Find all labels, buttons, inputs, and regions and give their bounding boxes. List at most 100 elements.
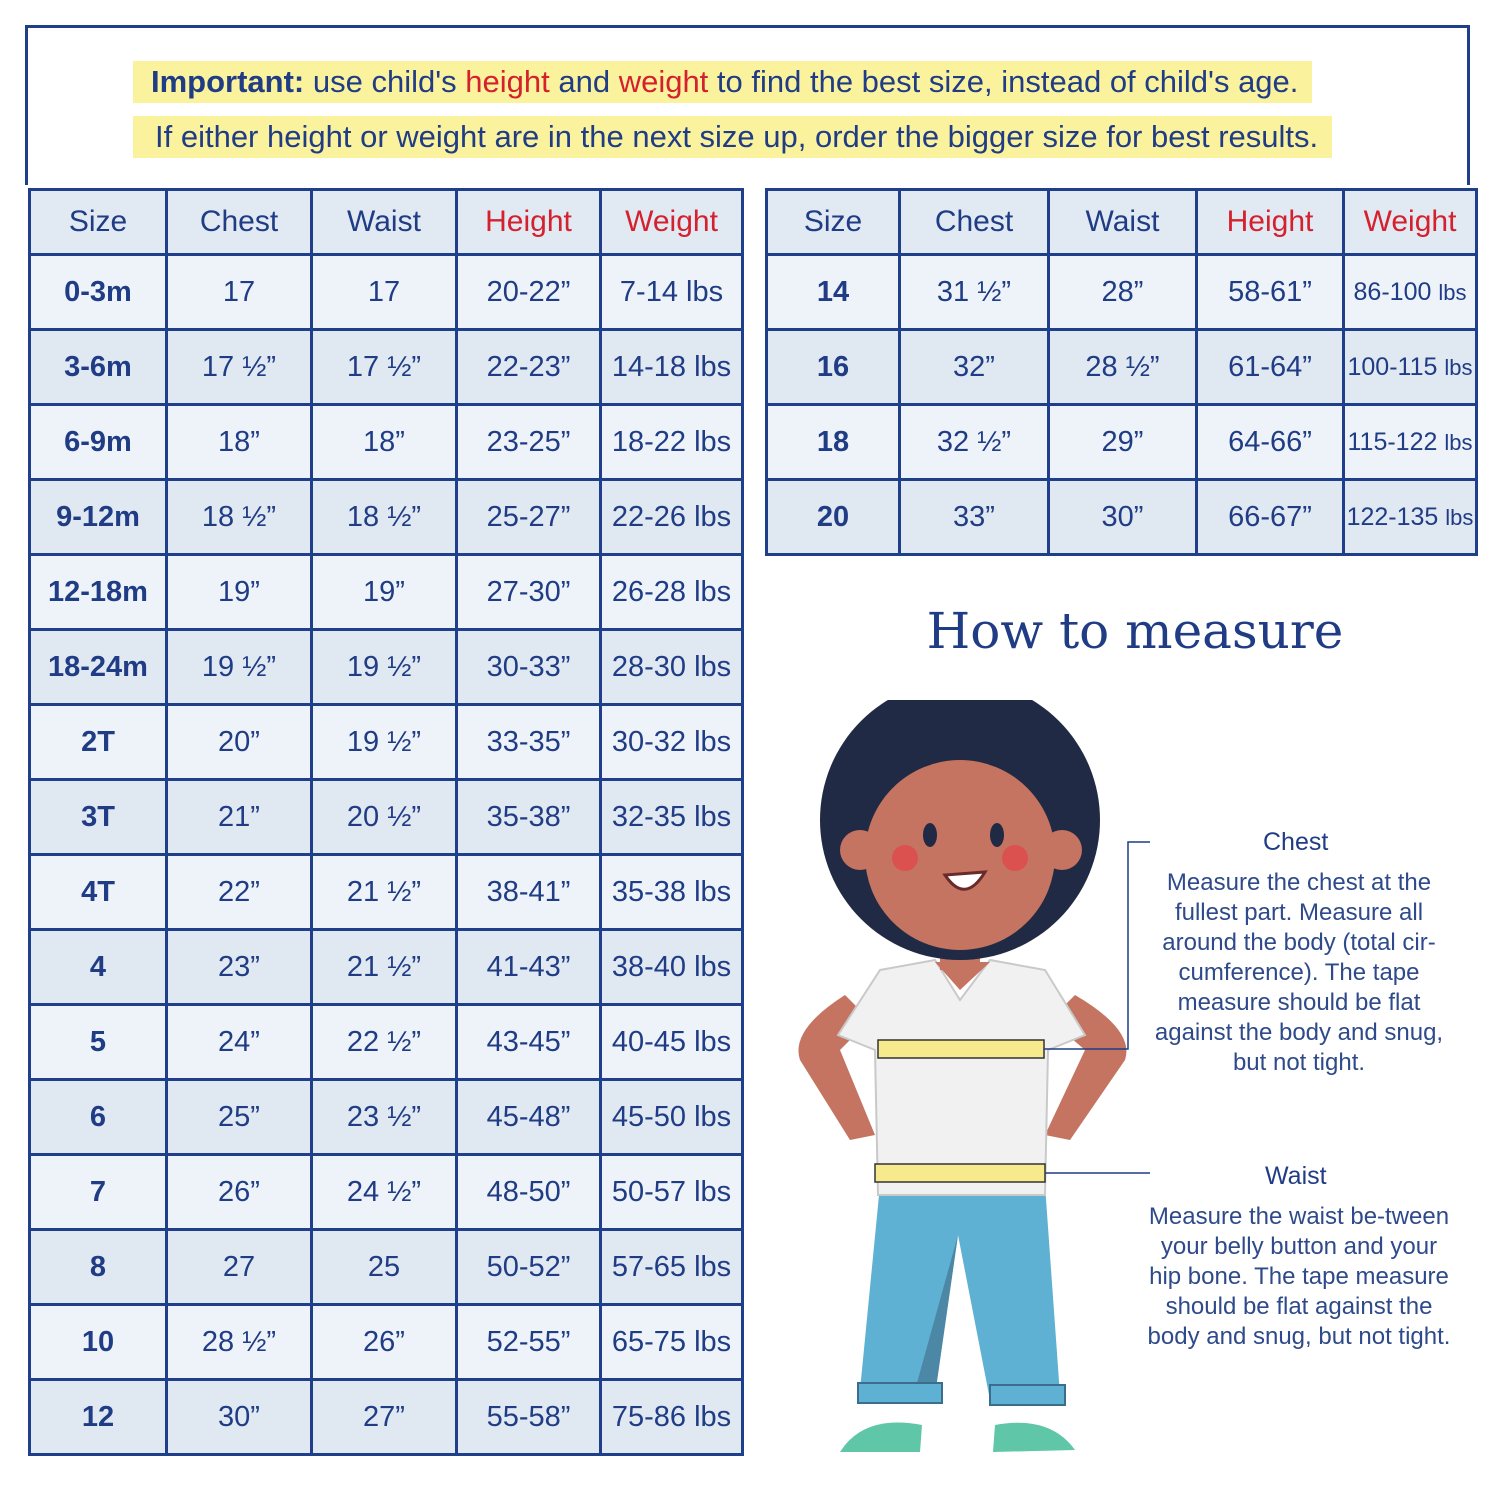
cell-weight: 45-50 lbs — [599, 1078, 744, 1156]
cell-weight: 65-75 lbs — [599, 1303, 744, 1381]
cell-waist: 18” — [310, 403, 458, 481]
cell-waist: 28” — [1047, 253, 1198, 331]
cell-chest: 26” — [165, 1153, 313, 1231]
size-row: 12-18m 19” 19” 27-30” 26-28 lbs — [28, 553, 744, 631]
cell-chest: 24” — [165, 1003, 313, 1081]
chest-label: Chest — [1263, 828, 1329, 856]
cell-waist: 19 ½” — [310, 628, 458, 706]
size-row: 0-3m 17 17 20-22” 7-14 lbs — [28, 253, 744, 331]
cell-chest: 18 ½” — [165, 478, 313, 556]
weight-value: 122-135 — [1346, 502, 1439, 531]
cell-size: 16 — [765, 328, 901, 406]
size-row: 18 32 ½” 29” 64-66” 115-122 lbs — [765, 403, 1478, 481]
header-chest: Chest — [898, 188, 1050, 256]
size-row: 6 25” 23 ½” 45-48” 45-50 lbs — [28, 1078, 744, 1156]
cell-chest: 18” — [165, 403, 313, 481]
cell-height: 41-43” — [455, 928, 602, 1006]
child-illustration — [798, 700, 1150, 1452]
cell-weight: 30-32 lbs — [599, 703, 744, 781]
cell-waist: 28 ½” — [1047, 328, 1198, 406]
cell-size: 3-6m — [28, 328, 168, 406]
cell-size: 18-24m — [28, 628, 168, 706]
cell-height: 58-61” — [1195, 253, 1345, 331]
notice-bold: Important: — [151, 64, 305, 99]
cell-weight: 28-30 lbs — [599, 628, 744, 706]
cell-size: 6 — [28, 1078, 168, 1156]
cell-size: 12-18m — [28, 553, 168, 631]
cell-weight: 14-18 lbs — [599, 328, 744, 406]
cell-height: 33-35” — [455, 703, 602, 781]
size-table-left: Size Chest Waist Height Weight 0-3m 17 17 2… — [28, 188, 744, 1456]
cell-height: 52-55” — [455, 1303, 602, 1381]
cell-size: 14 — [765, 253, 901, 331]
cell-height: 38-41” — [455, 853, 602, 931]
weight-value: 115-122 — [1347, 427, 1438, 456]
cell-height: 20-22” — [455, 253, 602, 331]
size-row: 16 32” 28 ½” 61-64” 100-115 lbs — [765, 328, 1478, 406]
notice-weight: weight — [618, 64, 709, 99]
size-row: 18-24m 19 ½” 19 ½” 30-33” 28-30 lbs — [28, 628, 744, 706]
cell-weight: 38-40 lbs — [599, 928, 744, 1006]
notice-text: to find the best size, instead of child'… — [708, 64, 1299, 99]
cell-chest: 25” — [165, 1078, 313, 1156]
chest-instructions: Measure the chest at the fullest part. M… — [1154, 869, 1444, 1076]
weight-value: 100-115 — [1347, 352, 1438, 381]
size-row: 6-9m 18” 18” 23-25” 18-22 lbs — [28, 403, 744, 481]
cell-weight: 7-14 lbs — [599, 253, 744, 331]
cell-waist: 21 ½” — [310, 853, 458, 931]
cell-height: 27-30” — [455, 553, 602, 631]
size-row: 7 26” 24 ½” 48-50” 50-57 lbs — [28, 1153, 744, 1231]
cell-height: 48-50” — [455, 1153, 602, 1231]
cell-height: 64-66” — [1195, 403, 1345, 481]
header-height: Height — [1195, 188, 1345, 256]
cell-size: 2T — [28, 703, 168, 781]
cell-size: 7 — [28, 1153, 168, 1231]
notice-line-2: If either height or weight are in the ne… — [133, 116, 1333, 158]
how-to-measure-title: How to measure — [926, 602, 1344, 660]
cell-weight: 26-28 lbs — [599, 553, 744, 631]
size-row: 4T 22” 21 ½” 38-41” 35-38 lbs — [28, 853, 744, 931]
header-waist: Waist — [310, 188, 458, 256]
cell-chest: 21” — [165, 778, 313, 856]
header-chest: Chest — [165, 188, 313, 256]
cell-waist: 25 — [310, 1228, 458, 1306]
cell-waist: 17 ½” — [310, 328, 458, 406]
cell-size: 20 — [765, 478, 901, 556]
header-height: Height — [455, 188, 602, 256]
cell-height: 55-58” — [455, 1378, 602, 1456]
cell-chest: 22” — [165, 853, 313, 931]
weight-value: 86-100 — [1353, 277, 1432, 306]
cell-height: 35-38” — [455, 778, 602, 856]
cell-chest: 27 — [165, 1228, 313, 1306]
cell-size: 5 — [28, 1003, 168, 1081]
size-row: 14 31 ½” 28” 58-61” 86-100 lbs — [765, 253, 1478, 331]
cell-height: 43-45” — [455, 1003, 602, 1081]
cell-height: 30-33” — [455, 628, 602, 706]
cell-chest: 19 ½” — [165, 628, 313, 706]
cell-size: 4 — [28, 928, 168, 1006]
cell-height: 22-23” — [455, 328, 602, 406]
weight-unit: lbs — [1444, 354, 1473, 380]
waist-label: Waist — [1265, 1162, 1327, 1190]
cell-waist: 24 ½” — [310, 1153, 458, 1231]
size-table-right: Size Chest Waist Height Weight 14 31 ½” 28… — [765, 188, 1478, 556]
size-row: 12 30” 27” 55-58” 75-86 lbs — [28, 1378, 744, 1456]
cell-height: 25-27” — [455, 478, 602, 556]
size-row: 8 27 25 50-52” 57-65 lbs — [28, 1228, 744, 1306]
waist-instructions: Measure the waist be-tween your belly bu… — [1147, 1203, 1451, 1350]
cell-weight: 57-65 lbs — [599, 1228, 744, 1306]
cell-chest: 17 ½” — [165, 328, 313, 406]
cell-chest: 32 ½” — [898, 403, 1050, 481]
cell-height: 45-48” — [455, 1078, 602, 1156]
size-row: 2T 20” 19 ½” 33-35” 30-32 lbs — [28, 703, 744, 781]
header-waist: Waist — [1047, 188, 1198, 256]
cell-waist: 30” — [1047, 478, 1198, 556]
cell-size: 18 — [765, 403, 901, 481]
cell-chest: 30” — [165, 1378, 313, 1456]
header-weight: Weight — [1342, 188, 1478, 256]
notice-text: and — [549, 64, 619, 99]
cell-chest: 32” — [898, 328, 1050, 406]
cell-weight: 115-122 lbs — [1342, 403, 1478, 481]
cell-size: 10 — [28, 1303, 168, 1381]
weight-unit: lbs — [1438, 279, 1467, 305]
